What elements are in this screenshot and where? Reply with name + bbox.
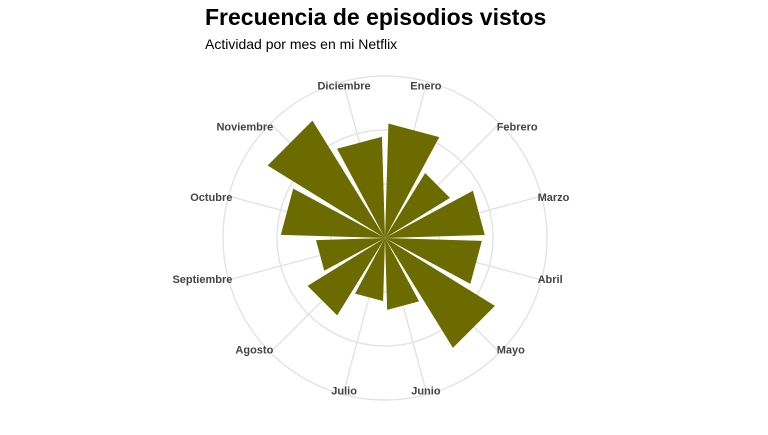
label-noviembre: Noviembre [216,121,273,133]
label-mayo: Mayo [497,345,525,357]
label-enero: Enero [410,80,441,92]
label-septiembre: Septiembre [172,274,232,286]
label-junio: Junio [411,386,441,398]
label-marzo: Marzo [538,192,570,204]
bars [268,121,495,348]
label-octubre: Octubre [190,192,232,204]
label-febrero: Febrero [497,121,538,133]
label-diciembre: Diciembre [317,80,370,92]
label-julio: Julio [331,386,357,398]
label-agosto: Agosto [235,345,273,357]
label-abril: Abril [538,274,563,286]
